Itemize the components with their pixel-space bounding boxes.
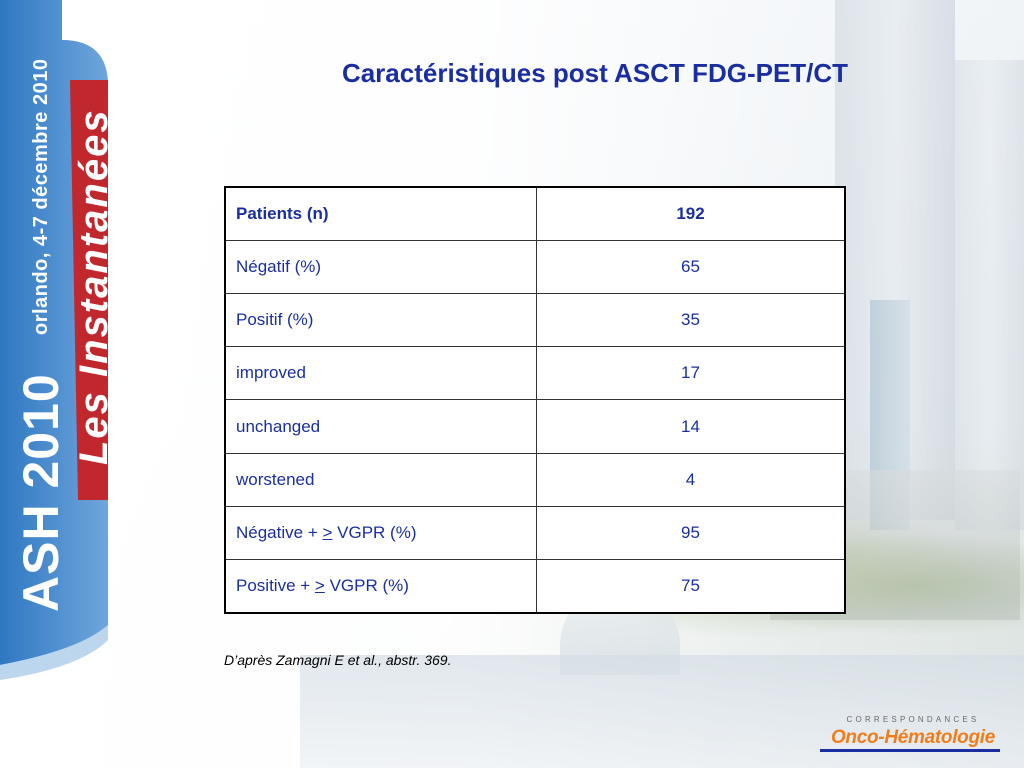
banner-series-text: Les Instantanées	[72, 108, 110, 465]
table-header-value: 192	[536, 186, 846, 242]
background-tower	[955, 60, 1024, 530]
row-value: 35	[536, 293, 846, 348]
banner-shape	[0, 0, 109, 680]
banner-event-text: ASH 2010	[13, 373, 69, 612]
table-header-label: Patients (n)	[224, 186, 537, 242]
row-label: Positif (%)	[224, 293, 537, 348]
row-value: 65	[536, 240, 846, 295]
publisher-logo: CORRESPONDANCES Onco-Hématologie	[818, 715, 1008, 755]
row-value: 17	[536, 346, 846, 401]
row-value: 95	[536, 505, 846, 560]
table-row: improved 17	[224, 346, 846, 401]
left-banner: ASH 2010 Les Instantanées orlando, 4-7 d…	[0, 0, 110, 768]
table-row: Négatif (%) 65	[224, 240, 846, 295]
table-row: unchanged 14	[224, 399, 846, 454]
logo-top-text: CORRESPONDANCES	[846, 715, 980, 724]
row-label: Positive + > VGPR (%)	[224, 558, 537, 614]
table-row: Positif (%) 35	[224, 293, 846, 348]
slide-title: Caractéristiques post ASCT FDG-PET/CT	[341, 58, 849, 88]
banner-location-text: orlando, 4-7 décembre 2010	[30, 58, 52, 335]
row-value: 14	[536, 399, 846, 454]
table-row: Négative + > VGPR (%) 95	[224, 505, 846, 560]
logo-main-text: Onco-Hématologie	[830, 727, 996, 748]
table-header-row: Patients (n) 192	[224, 186, 846, 242]
row-label: worstened	[224, 452, 537, 507]
row-label: Négatif (%)	[224, 240, 537, 295]
row-label: Négative + > VGPR (%)	[224, 505, 537, 560]
row-value: 75	[536, 558, 846, 614]
logo-underline	[820, 749, 1000, 752]
table-row: worstened 4	[224, 452, 846, 507]
row-value: 4	[536, 452, 846, 507]
footnote-citation: D’après Zamagni E et al., abstr. 369.	[224, 652, 452, 668]
characteristics-table: Patients (n) 192 Négatif (%) 65 Positif …	[224, 186, 846, 614]
row-label: improved	[224, 346, 537, 401]
row-label: unchanged	[224, 399, 537, 454]
table-row: Positive + > VGPR (%) 75	[224, 558, 846, 614]
